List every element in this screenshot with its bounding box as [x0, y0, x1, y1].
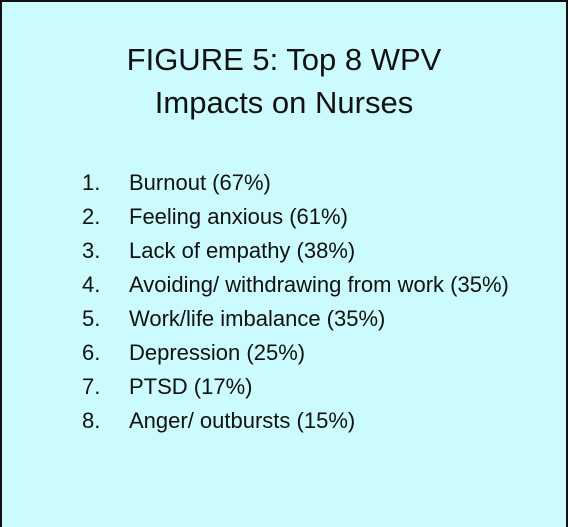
item-text: Lack of empathy (38%) [129, 238, 356, 263]
impact-list: 1. Burnout (67%) 2. Feeling anxious (61%) 3.… [82, 166, 542, 438]
item-text: Burnout (67%) [129, 170, 271, 195]
item-text: Feeling anxious (61%) [129, 204, 348, 229]
item-number: 3. [82, 238, 101, 263]
item-number: 7. [82, 374, 101, 399]
item-number: 2. [82, 204, 101, 229]
list-item: 7. PTSD (17%) [82, 370, 542, 404]
item-number: 6. [82, 340, 101, 365]
item-number: 1. [82, 170, 101, 195]
item-text: Avoiding/ withdrawing from work (35%) [129, 272, 509, 297]
list-item: 1. Burnout (67%) [82, 166, 542, 200]
list-item: 2. Feeling anxious (61%) [82, 200, 542, 234]
figure-title: FIGURE 5: Top 8 WPV Impacts on Nurses [126, 42, 442, 120]
list-item: 4. Avoiding/ withdrawing from work (35%) [82, 268, 542, 302]
item-number: 4. [82, 272, 101, 297]
item-text: PTSD (17%) [129, 374, 253, 399]
list-item: 8. Anger/ outbursts (15%) [82, 404, 542, 438]
item-text: Anger/ outbursts (15%) [129, 408, 356, 433]
list-item: 6. Depression (25%) [82, 336, 542, 370]
item-number: 8. [82, 408, 101, 433]
list-item: 3. Lack of empathy (38%) [82, 234, 542, 268]
list-item: 5. Work/life imbalance (35%) [82, 302, 542, 336]
item-text: Depression (25%) [129, 340, 306, 365]
item-text: Work/life imbalance (35%) [129, 306, 386, 331]
item-number: 5. [82, 306, 101, 331]
